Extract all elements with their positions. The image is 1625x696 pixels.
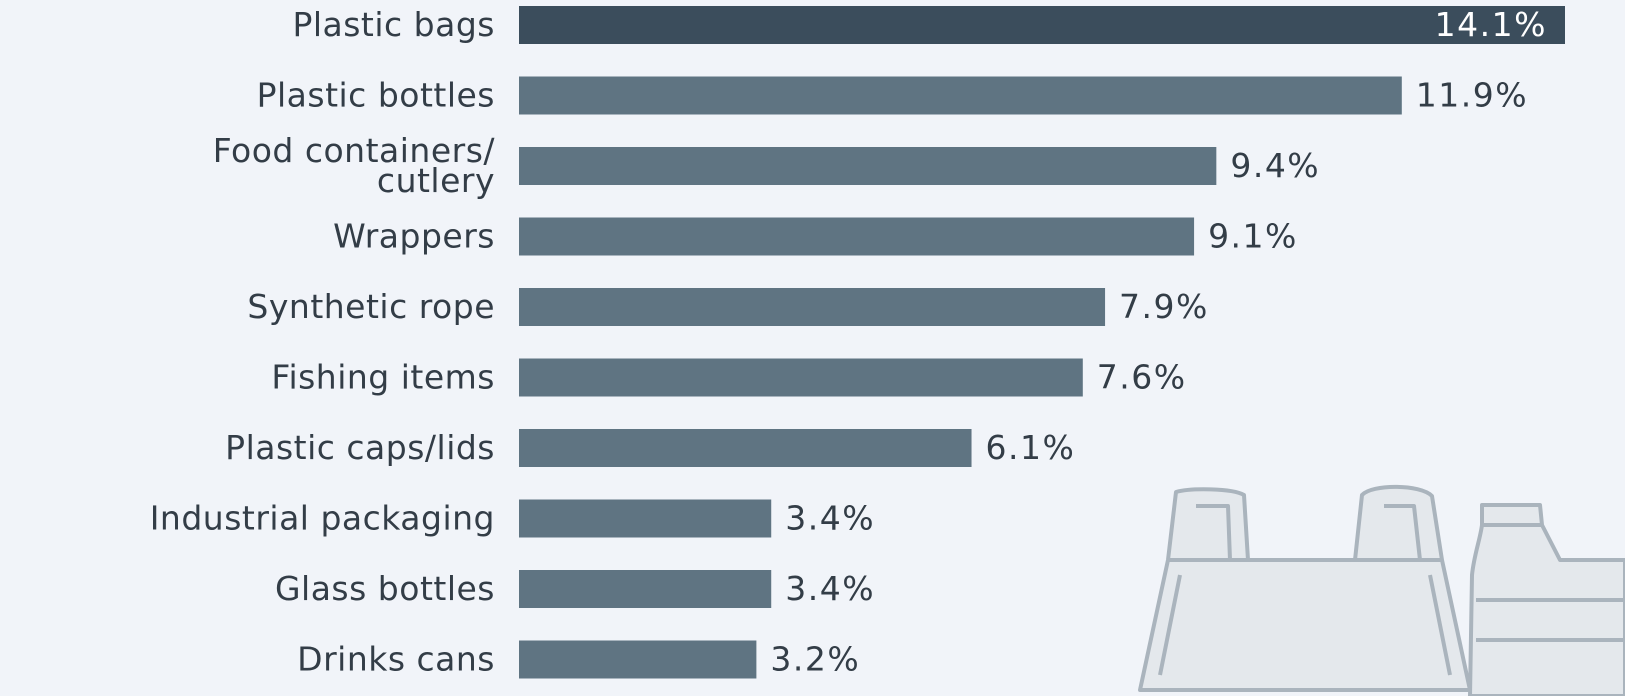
category-label: Plastic bags <box>292 5 495 44</box>
bar <box>519 76 1402 115</box>
value-label: 9.1% <box>1208 217 1298 256</box>
value-label: 7.9% <box>1119 287 1209 326</box>
bar <box>519 217 1195 256</box>
category-label: Glass bottles <box>275 569 495 608</box>
category-label: Plastic bottles <box>257 76 495 115</box>
value-label: 9.4% <box>1230 146 1320 185</box>
category-label: Plastic caps/lids <box>225 428 495 467</box>
bar <box>519 640 757 679</box>
bar <box>519 429 972 467</box>
bar <box>519 147 1217 185</box>
category-label: Food containers/cutlery <box>213 131 496 200</box>
category-label: Fishing items <box>271 358 495 397</box>
category-label: Drinks cans <box>297 640 495 679</box>
category-label: Industrial packaging <box>150 499 495 538</box>
value-label: 3.4% <box>785 499 875 538</box>
value-label: 11.9% <box>1416 76 1528 115</box>
bar <box>519 358 1083 397</box>
category-label: Wrappers <box>333 217 495 256</box>
bar <box>519 570 772 608</box>
value-label: 7.6% <box>1097 358 1187 397</box>
bar <box>519 6 1565 44</box>
value-label: 14.1% <box>1435 5 1547 44</box>
category-label: Synthetic rope <box>247 287 495 326</box>
value-label: 3.2% <box>770 640 860 679</box>
value-label: 6.1% <box>986 428 1076 467</box>
value-label: 3.4% <box>785 569 875 608</box>
bar <box>519 288 1106 326</box>
bar <box>519 499 772 538</box>
